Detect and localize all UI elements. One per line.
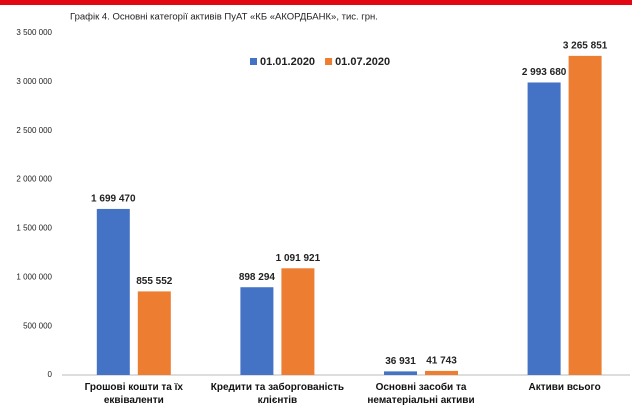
data-label: 41 743 (426, 356, 457, 367)
data-label: 1 699 470 (91, 194, 136, 205)
bar (527, 82, 561, 375)
bar (384, 371, 417, 375)
bar (240, 287, 274, 375)
x-tick-label: Грошові кошти та їх еквіваленти (84, 382, 183, 406)
chart-title: Графік 4. Основні категорії активів ПуАТ… (70, 12, 378, 23)
y-tick-label: 3 000 000 (16, 77, 52, 86)
data-label: 898 294 (239, 272, 276, 283)
legend-swatch (250, 58, 257, 65)
top-stripe (0, 0, 632, 5)
x-tick-label: Основні засоби та нематеріальні активи (367, 382, 475, 406)
data-label: 1 091 921 (276, 253, 321, 264)
bar (281, 268, 315, 375)
bar (568, 55, 602, 376)
data-label: 855 552 (136, 276, 173, 287)
bar (425, 370, 458, 375)
legend-label: 01.07.2020 (335, 56, 390, 68)
y-tick-label: 0 (48, 370, 53, 379)
y-tick-label: 500 000 (23, 321, 52, 330)
legend-swatch (325, 58, 333, 65)
y-tick-label: 1 000 000 (16, 272, 52, 281)
data-label: 36 931 (385, 356, 416, 367)
data-label: 3 265 851 (563, 41, 608, 52)
x-tick-label: Кредити та заборгованість клієнтів (210, 382, 345, 406)
data-label: 2 993 680 (522, 67, 567, 78)
y-tick-label: 2 500 000 (16, 126, 52, 135)
bar (96, 208, 130, 375)
y-tick-label: 3 500 000 (16, 28, 52, 37)
x-tick-label: Активи всього (528, 382, 601, 393)
y-tick-label: 1 500 000 (16, 224, 52, 233)
bar (137, 291, 171, 375)
y-tick-label: 2 000 000 (16, 175, 52, 184)
legend-label: 01.01.2020 (260, 56, 315, 68)
